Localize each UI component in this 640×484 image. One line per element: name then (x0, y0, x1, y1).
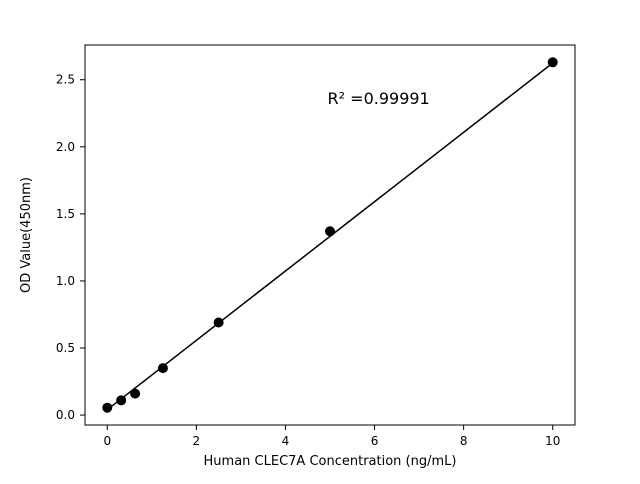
x-tick-label: 10 (545, 434, 560, 448)
y-tick-label: 0.5 (56, 341, 75, 355)
plot-area-border (84, 44, 576, 426)
data-point (213, 317, 224, 328)
y-tick-label: 2.0 (56, 140, 75, 154)
x-axis-label: Human CLEC7A Concentration (ng/mL) (204, 454, 457, 469)
data-point (116, 395, 127, 406)
y-tick-label: 0.0 (56, 408, 75, 422)
x-tick-label: 4 (282, 434, 290, 448)
data-point (547, 57, 558, 68)
y-tick-label: 1.5 (56, 207, 75, 221)
data-point (157, 363, 168, 374)
x-tick-label: 6 (371, 434, 379, 448)
y-tick-label: 1.0 (56, 274, 75, 288)
y-tick-label: 2.5 (56, 73, 75, 87)
x-tick-label: 2 (193, 434, 201, 448)
x-tick-label: 8 (460, 434, 468, 448)
r-squared-annotation: R² =0.99991 (328, 89, 430, 108)
data-point (325, 226, 335, 237)
x-tick-label: 0 (103, 434, 111, 448)
y-axis-label: OD Value(450nm) (19, 177, 34, 293)
data-point (102, 402, 113, 413)
data-point (130, 388, 141, 399)
fit-line (106, 62, 554, 411)
